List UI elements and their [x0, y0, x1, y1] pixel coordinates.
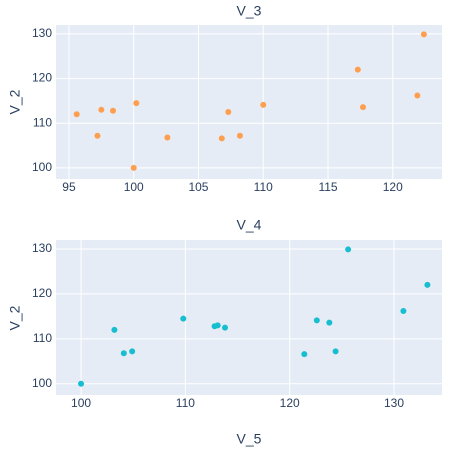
- data-point: [78, 380, 85, 387]
- data-point: [400, 307, 407, 314]
- grid-lines: [56, 25, 442, 179]
- data-point: [354, 66, 361, 73]
- data-point: [120, 350, 127, 357]
- x-tick-label: 120: [280, 396, 300, 410]
- data-point: [94, 132, 101, 139]
- plot-area: [56, 240, 442, 395]
- data-point: [326, 319, 333, 326]
- scatter-panel-v4: 100 110 120 130 100 110 120 130 V_4 V_2 V_5: [7, 217, 442, 447]
- data-point: [313, 317, 320, 324]
- x-tick-label: 115: [318, 180, 337, 194]
- grid-lines: [56, 240, 442, 395]
- data-point: [111, 326, 118, 333]
- y-tick-label: 130: [32, 26, 52, 40]
- panel-title: V_4: [237, 217, 262, 233]
- data-point: [133, 100, 140, 107]
- data-point: [236, 132, 243, 139]
- data-point: [414, 92, 421, 99]
- x-tick-label: 100: [71, 396, 91, 410]
- y-tick-label: 100: [32, 376, 52, 390]
- y-tick-label: 130: [32, 241, 52, 255]
- y-tick-label: 110: [33, 115, 52, 129]
- data-point: [98, 106, 105, 113]
- data-point: [260, 101, 267, 108]
- data-point: [222, 324, 229, 331]
- x-tick-label: 110: [176, 396, 195, 410]
- data-points: [73, 31, 427, 171]
- panel-title: V_3: [237, 3, 262, 19]
- data-point: [130, 164, 137, 171]
- y-tick-labels: 100 110 120 130: [32, 241, 52, 390]
- x-tick-label: 120: [383, 180, 403, 194]
- y-tick-label: 120: [32, 71, 52, 85]
- data-point: [218, 135, 225, 142]
- y-tick-label: 100: [32, 160, 52, 174]
- data-point: [420, 31, 427, 38]
- y-axis-title: V_2: [7, 89, 23, 114]
- data-point: [345, 246, 352, 253]
- data-point: [180, 315, 187, 322]
- data-point: [109, 107, 116, 114]
- data-point: [359, 104, 366, 111]
- x-tick-label: 130: [384, 396, 404, 410]
- plot-area: [56, 25, 442, 179]
- x-axis-title: V_5: [237, 431, 262, 447]
- x-tick-labels: 100 110 120 130: [71, 396, 404, 410]
- data-point: [73, 111, 80, 118]
- y-tick-label: 120: [32, 286, 52, 300]
- scatter-panel-v3: 95 100 105 110 115 120 100 110 120 130 V_3 V_2: [7, 3, 442, 194]
- x-tick-label: 105: [188, 180, 208, 194]
- y-axis-title: V_2: [7, 305, 23, 330]
- x-tick-labels: 95 100 105 110 115 120: [62, 180, 403, 194]
- data-point: [424, 281, 431, 288]
- x-tick-label: 100: [124, 180, 144, 194]
- data-points: [78, 246, 431, 387]
- x-tick-label: 110: [254, 180, 273, 194]
- data-point: [214, 322, 221, 329]
- data-point: [225, 109, 232, 116]
- y-tick-label: 110: [33, 331, 52, 345]
- x-tick-label: 95: [62, 180, 76, 194]
- data-point: [301, 351, 308, 358]
- y-tick-labels: 100 110 120 130: [32, 26, 52, 174]
- data-point: [164, 134, 171, 141]
- data-point: [129, 348, 136, 355]
- data-point: [332, 348, 339, 355]
